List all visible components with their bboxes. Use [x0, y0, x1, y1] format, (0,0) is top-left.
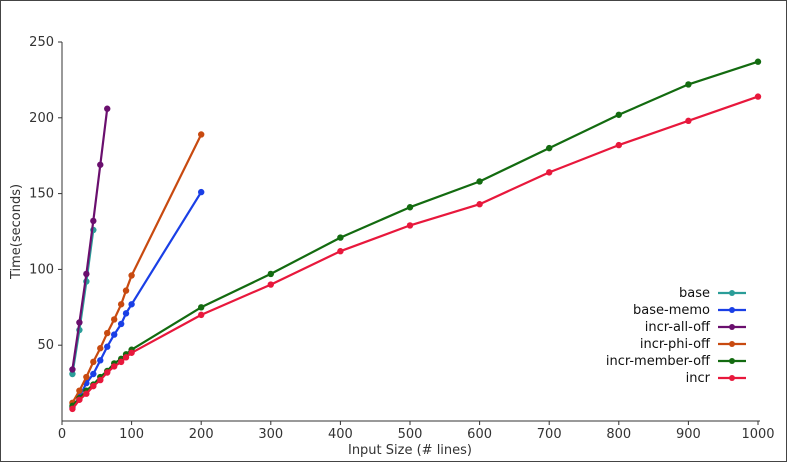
legend-item: base-memo [633, 303, 746, 318]
data-point-base-memo [97, 357, 103, 363]
y-tick-label: 100 [29, 262, 54, 277]
data-point-incr-member-off [198, 304, 204, 310]
data-point-incr [268, 281, 274, 287]
data-point-incr-member-off [476, 178, 482, 184]
data-point-incr [616, 142, 622, 148]
data-point-incr-member-off [546, 145, 552, 151]
x-axis-label: Input Size (# lines) [348, 443, 472, 458]
data-point-incr-member-off [685, 81, 691, 87]
legend-swatch-marker [729, 290, 735, 296]
x-tick-label: 900 [676, 427, 701, 442]
legend-item: incr-phi-off [640, 337, 746, 352]
legend-swatch-marker [729, 307, 735, 313]
data-point-base-memo [111, 331, 117, 337]
data-point-incr [407, 222, 413, 228]
data-point-incr [546, 169, 552, 175]
legend-label: base-memo [633, 303, 710, 318]
data-point-incr [685, 118, 691, 124]
y-tick-label: 150 [29, 187, 54, 202]
data-point-incr [111, 363, 117, 369]
data-point-base-memo [118, 321, 124, 327]
data-point-incr-member-off [616, 112, 622, 118]
data-point-base-memo [90, 371, 96, 377]
data-point-incr [69, 406, 75, 412]
data-point-incr [90, 383, 96, 389]
y-axis-label: Time(seconds) [9, 184, 24, 280]
data-point-incr [128, 350, 134, 356]
data-point-incr-phi-off [198, 131, 204, 137]
data-point-incr [83, 391, 89, 397]
data-point-incr-phi-off [128, 272, 134, 278]
legend: base base-memo incr-all-off incr-phi-off inc… [606, 286, 746, 386]
x-tick-label: 200 [189, 427, 214, 442]
x-tick-label: 400 [328, 427, 353, 442]
legend-item: incr-member-off [606, 354, 746, 369]
data-point-incr-member-off [268, 271, 274, 277]
data-point-base-memo [104, 344, 110, 350]
legend-swatch-marker [729, 341, 735, 347]
data-point-incr-phi-off [123, 287, 129, 293]
data-point-incr-all-off [104, 106, 110, 112]
data-point-incr [76, 397, 82, 403]
data-point-incr-all-off [97, 162, 103, 168]
x-tick-label: 0 [58, 427, 66, 442]
x-tick-label: 100 [119, 427, 144, 442]
data-point-incr-phi-off [90, 359, 96, 365]
y-tick-label: 50 [37, 338, 54, 353]
series-line-incr-all-off [72, 109, 107, 370]
x-tick-label: 800 [606, 427, 631, 442]
x-tick-label: 1000 [741, 427, 774, 442]
data-point-incr [337, 248, 343, 254]
x-ticks: 0 100 200 300 400 500 600 700 800 900 1000 [58, 421, 775, 442]
data-point-incr-phi-off [83, 374, 89, 380]
data-point-incr-member-off [337, 234, 343, 240]
data-point-incr-all-off [76, 319, 82, 325]
legend-item: incr-all-off [645, 320, 746, 335]
data-point-incr-all-off [90, 218, 96, 224]
data-point-incr [104, 369, 110, 375]
legend-swatch-marker [729, 358, 735, 364]
data-point-incr-all-off [69, 366, 75, 372]
y-ticks: 50 100 150 200 250 [29, 35, 62, 353]
legend-label: incr-member-off [606, 354, 711, 369]
data-point-incr-phi-off [118, 301, 124, 307]
data-point-incr-phi-off [104, 330, 110, 336]
data-point-incr-all-off [83, 271, 89, 277]
data-point-incr-member-off [755, 59, 761, 65]
data-point-incr [198, 312, 204, 318]
data-point-incr-phi-off [76, 387, 82, 393]
x-tick-label: 300 [258, 427, 283, 442]
data-point-base-memo [123, 310, 129, 316]
data-point-base-memo [198, 189, 204, 195]
y-tick-label: 250 [29, 35, 54, 50]
legend-label: incr [686, 371, 711, 386]
legend-label: incr-phi-off [640, 337, 711, 352]
data-point-incr-member-off [407, 204, 413, 210]
data-point-incr [97, 377, 103, 383]
data-point-base-memo [128, 301, 134, 307]
legend-label: incr-all-off [645, 320, 711, 335]
data-point-incr-phi-off [111, 316, 117, 322]
legend-swatch-marker [729, 375, 735, 381]
data-point-incr-phi-off [97, 345, 103, 351]
series-incr-phi-off [69, 131, 204, 406]
x-tick-label: 500 [398, 427, 423, 442]
legend-label: base [679, 286, 710, 301]
y-tick-label: 200 [29, 111, 54, 126]
data-point-incr [476, 201, 482, 207]
data-point-incr [123, 354, 129, 360]
x-tick-label: 600 [467, 427, 492, 442]
legend-swatch-marker [729, 324, 735, 330]
data-point-incr [118, 359, 124, 365]
legend-item: incr [686, 371, 746, 386]
data-point-incr [755, 93, 761, 99]
x-tick-label: 700 [537, 427, 562, 442]
legend-item: base [679, 286, 746, 301]
